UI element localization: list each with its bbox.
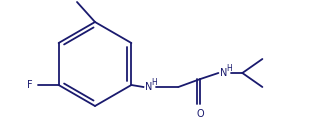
Text: O: O bbox=[196, 109, 204, 119]
Text: F: F bbox=[27, 80, 33, 90]
Text: N: N bbox=[220, 68, 228, 78]
Text: CH₃: CH₃ bbox=[57, 0, 74, 1]
Text: H: H bbox=[151, 77, 157, 86]
Text: H: H bbox=[226, 63, 232, 72]
Text: N: N bbox=[145, 82, 153, 92]
